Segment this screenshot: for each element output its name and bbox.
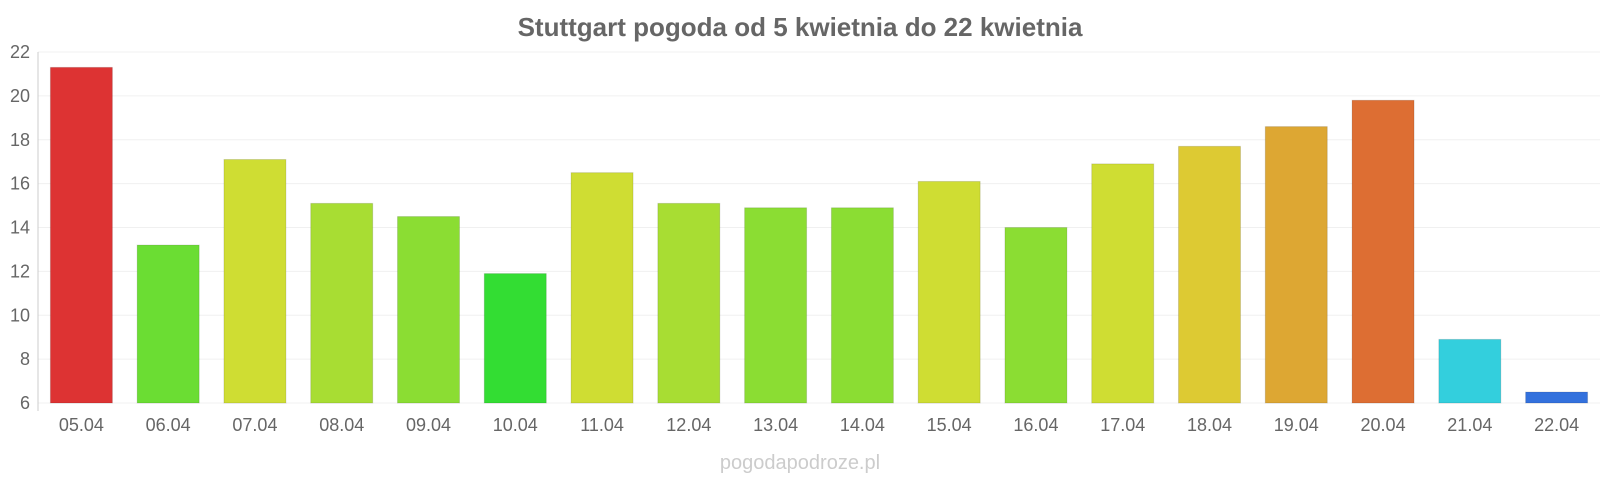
bar-18.04	[1178, 145, 1241, 404]
bar-06.04	[136, 244, 200, 404]
bar-21.04	[1438, 338, 1502, 404]
bar-17.04	[1091, 163, 1155, 404]
y-tick-label: 8	[20, 349, 30, 369]
x-tick-label: 21.04	[1447, 415, 1492, 435]
bar-16.04	[1004, 227, 1068, 404]
bar-22.04	[1525, 391, 1589, 404]
x-tick-label: 22.04	[1534, 415, 1579, 435]
y-tick-label: 6	[20, 393, 30, 413]
x-tick-label: 12.04	[666, 415, 711, 435]
y-tick-label: 14	[10, 218, 30, 238]
x-tick-label: 13.04	[753, 415, 798, 435]
bar-20.04	[1351, 99, 1415, 404]
x-tick-label: 10.04	[493, 415, 538, 435]
x-tick-label: 17.04	[1100, 415, 1145, 435]
x-tick-label: 15.04	[927, 415, 972, 435]
bar-07.04	[223, 158, 287, 404]
grid-lines	[38, 51, 1600, 404]
chart-title: Stuttgart pogoda od 5 kwietnia do 22 kwi…	[518, 12, 1083, 42]
x-tick-label: 11.04	[580, 415, 624, 435]
y-axis-ticks: 6 8 10 12 14 16 18 20 22	[10, 42, 30, 413]
bar-19.04	[1264, 126, 1328, 404]
bar-13.04	[744, 207, 808, 404]
x-tick-label: 07.04	[232, 415, 277, 435]
x-tick-label: 09.04	[406, 415, 451, 435]
bar-10.04	[483, 273, 547, 404]
y-tick-label: 10	[10, 305, 30, 325]
x-tick-label: 19.04	[1274, 415, 1319, 435]
y-tick-label: 12	[10, 261, 30, 281]
bar-09.04	[397, 216, 460, 404]
x-tick-label: 14.04	[840, 415, 885, 435]
bar-11.04	[570, 172, 634, 404]
y-tick-label: 22	[10, 42, 30, 62]
x-tick-label: 16.04	[1013, 415, 1058, 435]
watermark: pogodapodroze.pl	[720, 452, 880, 474]
x-tick-label: 08.04	[319, 415, 364, 435]
y-tick-label: 16	[10, 174, 30, 194]
y-tick-label: 18	[10, 130, 30, 150]
x-tick-label: 05.04	[59, 415, 104, 435]
x-tick-label: 06.04	[146, 415, 191, 435]
y-tick-label: 20	[10, 86, 30, 106]
bar-15.04	[917, 180, 981, 404]
x-tick-label: 18.04	[1187, 415, 1232, 435]
bar-05.04	[49, 66, 113, 404]
bar-08.04	[310, 202, 374, 404]
bar-14.04	[830, 207, 894, 404]
x-axis-ticks: 05.04 06.04 07.04 08.04 09.04 10.04 11.04 12.04…	[59, 415, 1579, 435]
bar-12.04	[657, 202, 721, 404]
bars	[49, 66, 1589, 404]
x-tick-label: 20.04	[1361, 415, 1406, 435]
